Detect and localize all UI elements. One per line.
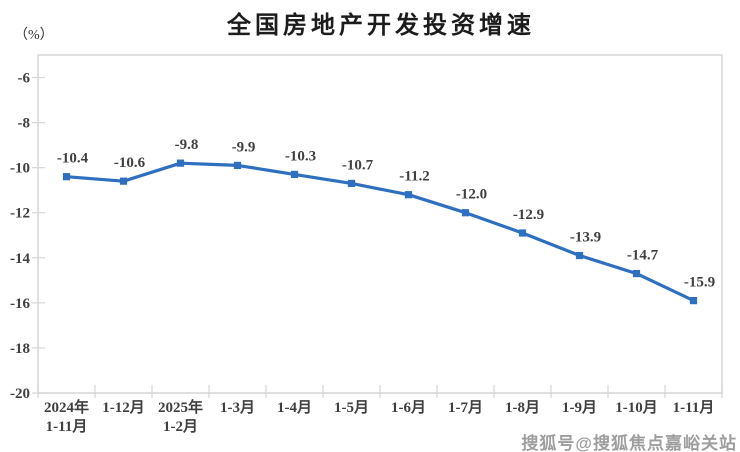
y-tick-label: -10 [10, 161, 30, 177]
y-axis-unit-label: （%） [14, 28, 54, 43]
data-point-label: -9.9 [232, 139, 256, 155]
x-tick-label: 1-9月 [562, 399, 597, 416]
y-tick-label: -14 [10, 251, 30, 267]
data-point-marker [347, 179, 356, 188]
data-point-label: -11.2 [399, 169, 429, 185]
y-tick-label: -16 [10, 296, 30, 312]
data-point-label: -13.9 [570, 230, 601, 246]
data-point-label: -14.7 [627, 248, 659, 264]
plot-border [37, 54, 723, 394]
x-tick-label: 1-8月 [505, 399, 540, 416]
data-point-marker [62, 173, 71, 181]
data-point-marker [119, 177, 128, 185]
data-point-label: -9.8 [175, 137, 199, 153]
x-tick-label: 1-11月 [46, 418, 88, 435]
data-point-label: -10.3 [285, 148, 316, 164]
y-tick-label: -8 [18, 116, 31, 132]
y-tick-label: -18 [10, 341, 30, 357]
x-tick-label: 2025年 [158, 398, 203, 416]
data-point-label: -10.4 [57, 151, 89, 167]
data-point-marker [233, 161, 242, 170]
x-tick-label: 1-5月 [334, 399, 369, 416]
x-tick-label: 1-4月 [277, 399, 312, 416]
x-tick-label: 1-2月 [163, 418, 198, 435]
chart-title: 全国房地产开发投资增速 [227, 12, 535, 39]
data-point-label: -12.9 [513, 207, 544, 223]
x-tick-label: 1-10月 [615, 399, 658, 416]
data-point-marker [176, 159, 185, 167]
data-point-marker [575, 251, 584, 260]
data-point-label: -10.7 [342, 157, 374, 173]
data-point-label: -15.9 [684, 275, 715, 291]
x-tick-label: 1-12月 [102, 399, 145, 416]
x-tick-label: 1-11月 [673, 399, 715, 416]
x-tick-label: 1-6月 [391, 399, 426, 416]
x-tick-label: 1-7月 [448, 399, 483, 416]
x-tick-label: 2024年 [44, 398, 89, 416]
watermark: 搜狐号@搜狐焦点嘉峪关站 [521, 434, 737, 452]
data-point-marker [461, 209, 470, 217]
y-tick-label: -12 [10, 206, 30, 222]
y-tick-label: -20 [10, 386, 30, 402]
data-point-marker [632, 269, 641, 278]
data-point-marker [404, 191, 413, 199]
x-tick-label: 1-3月 [220, 399, 255, 416]
y-tick-label: -6 [18, 71, 31, 87]
data-point-marker [290, 170, 299, 179]
data-point-marker [689, 297, 698, 305]
data-point-label: -10.6 [114, 155, 146, 171]
data-point-label: -12.0 [456, 187, 487, 203]
series-line [64, 161, 696, 303]
data-point-marker [518, 229, 527, 237]
